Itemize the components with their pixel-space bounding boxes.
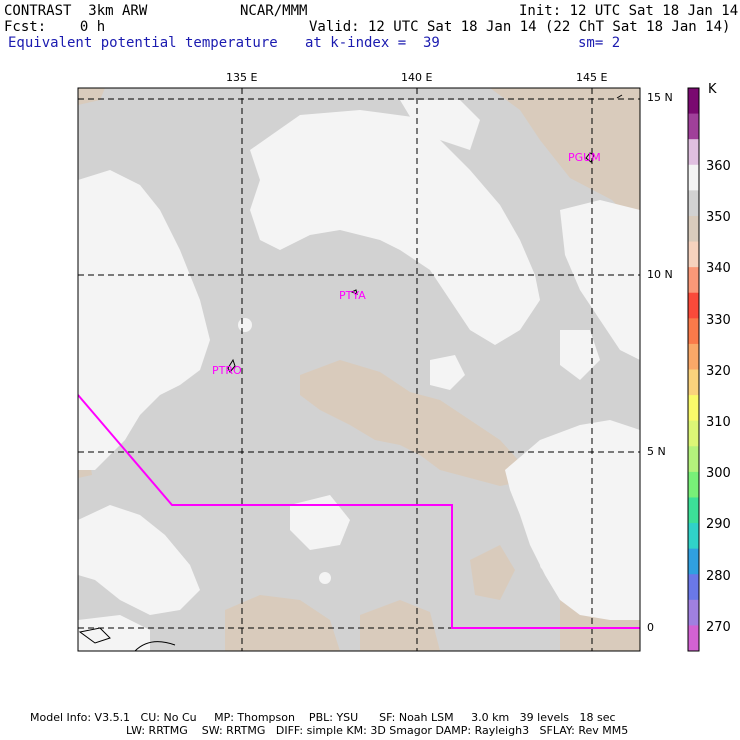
colorbar-swatch (688, 369, 699, 396)
colorbar-swatch (688, 497, 699, 524)
smoothing-info: sm= 2 (578, 35, 621, 51)
colorbar-label: 330 (706, 312, 731, 328)
colorbar-label: 360 (706, 159, 731, 174)
valid-time: Valid: 12 UTC Sat 18 Jan 14 (22 ChT Sat … (309, 19, 731, 35)
colorbar-swatch (688, 215, 699, 243)
map-field (78, 88, 640, 651)
colorbar-label: 270 (706, 619, 731, 635)
forecast-hour: Fcst: 0 h (4, 19, 106, 35)
lat-label-15n: 15 N (647, 91, 673, 104)
colorbar-frame (687, 87, 700, 652)
lat-label-0: 0 (647, 621, 654, 634)
colorbar-label: 310 (706, 415, 731, 430)
colorbar-swatch (688, 523, 699, 550)
colorbar-swatch (688, 599, 699, 626)
lon-label-140: 140 E (401, 71, 433, 84)
station-label-ptro: PTRO (212, 364, 242, 377)
footer-line-1: Model Info: V3.5.1 CU: No Cu MP: Thompso… (30, 711, 616, 724)
colorbar-label: 280 (706, 568, 731, 584)
boundary-line (78, 394, 640, 629)
cool-patches (78, 100, 640, 651)
colorbar-label: 350 (706, 210, 731, 226)
field-name: Equivalent potential temperature (8, 35, 278, 51)
lat-lon-grid (78, 88, 640, 651)
colorbar-swatch (688, 267, 699, 294)
colorbar (687, 87, 700, 652)
colorbar-swatch (688, 190, 699, 217)
colorbar-swatch (688, 446, 699, 473)
colorbar-swatch (688, 139, 699, 166)
lat-label-5n: 5 N (647, 445, 666, 458)
colorbar-unit: K (708, 82, 717, 97)
colorbar-swatch (688, 318, 699, 345)
colorbar-swatch (688, 292, 699, 319)
colorbar-swatch (688, 88, 699, 115)
level-info: at k-index = 39 (305, 35, 440, 51)
lon-label-145: 145 E (576, 71, 608, 84)
colorbar-swatch (688, 625, 699, 652)
colorbar-label: 320 (706, 363, 731, 379)
colorbar-label: 300 (706, 466, 731, 482)
colorbar-swatch (688, 164, 699, 191)
colorbar-label: 340 (706, 261, 731, 277)
init-time: Init: 12 UTC Sat 18 Jan 14 (519, 3, 739, 19)
colorbar-swatch (688, 395, 699, 422)
station-label-pgum: PGUM (568, 151, 601, 164)
map-frame (77, 87, 641, 652)
station-label-ptya: PTYA (339, 289, 366, 302)
colorbar-swatch (688, 343, 699, 370)
colorbar-swatch (688, 574, 699, 601)
colorbar-swatch (688, 113, 699, 140)
colorbar-swatch (688, 420, 699, 447)
lat-label-10n: 10 N (647, 268, 673, 281)
model-title: CONTRAST 3km ARW (4, 3, 148, 19)
lon-label-135: 135 E (226, 71, 258, 84)
coastlines (78, 94, 623, 651)
center-title: NCAR/MMM (240, 3, 308, 19)
colorbar-swatch (688, 471, 699, 498)
colorbar-swatch (688, 548, 699, 575)
colorbar-swatch (688, 241, 699, 268)
colorbar-label: 290 (706, 517, 731, 533)
footer-line-2: LW: RRTMG SW: RRTMG DIFF: simple KM: 3D … (126, 724, 629, 737)
